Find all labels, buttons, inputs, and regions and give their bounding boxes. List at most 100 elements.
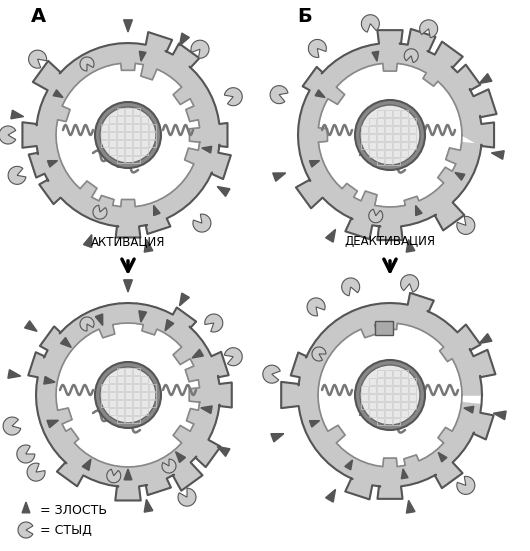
Wedge shape [18,522,33,538]
Bar [376,409,384,417]
Polygon shape [165,320,174,331]
Text: ДЕАКТИВАЦИЯ: ДЕАКТИВАЦИЯ [344,235,436,248]
Bar [125,155,131,163]
Bar [401,377,408,385]
Wedge shape [457,217,475,234]
Bar [101,392,108,398]
Wedge shape [308,40,326,57]
Polygon shape [281,293,496,499]
Polygon shape [217,186,230,196]
Bar [393,370,400,376]
Bar [360,133,367,141]
Bar [109,132,116,138]
Bar [117,155,123,163]
Wedge shape [205,314,223,332]
Bar [101,139,108,147]
Bar [360,393,367,401]
Bar [140,392,147,398]
Polygon shape [22,32,231,237]
Bar [117,116,123,122]
Bar [401,133,408,141]
Bar [384,149,392,156]
Bar [132,132,139,138]
Wedge shape [193,214,211,232]
Bar [125,375,131,382]
Bar [368,142,375,149]
Bar [393,418,400,424]
FancyBboxPatch shape [375,321,393,335]
Bar [393,117,400,125]
Polygon shape [48,161,58,167]
Bar [132,116,139,122]
Bar [117,408,123,414]
Circle shape [95,362,161,428]
Bar [409,377,416,385]
Bar [148,383,155,391]
Text: = СТЫД: = СТЫД [40,523,92,537]
Bar [360,402,367,408]
Polygon shape [310,420,320,427]
Text: Б: Б [298,8,312,26]
Circle shape [360,365,420,425]
Bar [117,139,123,147]
Circle shape [355,360,425,430]
Wedge shape [420,20,438,37]
Polygon shape [201,406,212,414]
Bar [368,126,375,132]
Wedge shape [369,209,383,223]
Polygon shape [84,235,92,247]
Polygon shape [455,172,465,180]
Wedge shape [3,417,21,435]
Bar [125,383,131,391]
Bar [148,139,155,147]
Polygon shape [11,110,24,119]
Bar [384,158,392,165]
Polygon shape [28,303,232,500]
Bar [401,142,408,149]
Bar [117,392,123,398]
Bar [401,117,408,125]
Wedge shape [401,275,419,292]
Bar [384,142,392,149]
Polygon shape [44,376,55,384]
Bar [401,386,408,392]
Wedge shape [0,126,16,144]
Bar [368,133,375,141]
Bar [109,392,116,398]
Bar [125,392,131,398]
Bar [117,375,123,382]
Polygon shape [217,446,230,456]
Bar [132,368,139,375]
Polygon shape [123,20,132,32]
Wedge shape [80,57,94,71]
Bar [401,126,408,132]
Bar [140,139,147,147]
Circle shape [355,100,425,170]
Wedge shape [224,348,242,366]
Polygon shape [493,411,506,420]
Bar [148,392,155,398]
Bar [376,418,384,424]
Polygon shape [273,173,286,181]
Wedge shape [93,205,107,219]
Bar [125,415,131,423]
Wedge shape [312,347,326,361]
Bar [132,155,139,163]
Bar [148,123,155,131]
Bar [132,375,139,382]
Text: А: А [30,8,46,26]
Wedge shape [224,88,242,106]
Bar [401,409,408,417]
Bar [376,142,384,149]
Wedge shape [17,445,35,463]
Bar [393,110,400,116]
Polygon shape [406,239,415,252]
Circle shape [100,367,156,423]
Polygon shape [139,311,147,322]
Bar [109,399,116,407]
Bar [368,409,375,417]
Wedge shape [457,477,475,494]
Polygon shape [192,349,204,358]
Bar [101,132,108,138]
Bar [360,142,367,149]
